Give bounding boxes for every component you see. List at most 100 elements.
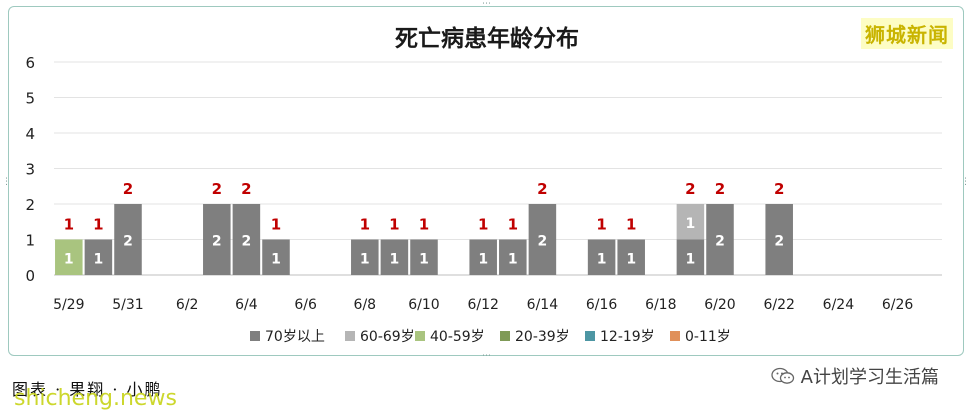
legend-item: 0-11岁 <box>670 329 731 345</box>
x-tick-label: 6/22 <box>763 297 794 313</box>
bar-segment-label: 2 <box>774 234 784 250</box>
y-tick-label: 5 <box>25 90 35 108</box>
x-tick-label: 6/26 <box>882 297 914 313</box>
bar-total-label: 1 <box>389 216 399 234</box>
x-tick-label: 5/29 <box>53 297 84 313</box>
y-tick-label: 2 <box>25 196 35 214</box>
bar-segment <box>262 239 290 275</box>
bar-segment-label: 1 <box>271 251 281 267</box>
x-tick-label: 6/8 <box>354 297 377 313</box>
bar-segment-label: 2 <box>123 234 133 250</box>
legend-label: 60-69岁 <box>360 329 415 345</box>
bar-total-label: 2 <box>685 180 695 198</box>
bar-segment-label: 2 <box>212 234 222 250</box>
legend-item: 40-59岁 <box>415 329 485 345</box>
y-tick-label: 1 <box>25 232 35 250</box>
bar-segment <box>114 204 142 275</box>
bar-segment <box>203 204 231 275</box>
y-tick-label: 4 <box>25 125 35 143</box>
bar-total-label: 1 <box>478 216 488 234</box>
x-tick-label: 6/12 <box>467 297 498 313</box>
y-tick-label: 6 <box>25 54 35 72</box>
bar-segment <box>232 204 261 275</box>
legend-swatch <box>585 331 595 341</box>
bar-segment <box>765 204 793 275</box>
legend-swatch <box>670 331 680 341</box>
x-tick-label: 6/14 <box>527 297 559 313</box>
bar-segment-label: 1 <box>478 251 488 267</box>
y-tick-label: 0 <box>25 267 35 285</box>
resize-handle-top[interactable]: ⋯ <box>482 0 491 9</box>
bar-total-label: 1 <box>419 216 429 234</box>
bar-segment-label: 2 <box>242 234 252 250</box>
y-tick-label: 3 <box>25 161 35 179</box>
legend-label: 20-39岁 <box>515 329 570 345</box>
legend-label: 0-11岁 <box>685 329 731 345</box>
bar-total-label: 1 <box>508 216 518 234</box>
bar-segment-label: 1 <box>686 251 696 267</box>
bar-segment-label: 1 <box>597 251 607 267</box>
x-tick-label: 6/24 <box>823 297 855 313</box>
legend-swatch <box>415 331 425 341</box>
bar-segment-label: 2 <box>715 234 725 250</box>
bar-segment-label: 1 <box>64 251 74 267</box>
bar-labels: 1 1 1 1 2 2 2 2 2 2 1 1 1 1 1 1 1 1 1 1 1 1 2 2 1 1 1 1 1 1 2 2 2 2 2 <box>64 180 785 267</box>
bar-segment <box>676 204 705 240</box>
bar-total-label: 1 <box>271 216 281 234</box>
bar-segment-label: 1 <box>626 251 636 267</box>
bar-segment <box>706 204 734 275</box>
bar-segment <box>410 239 438 275</box>
bar-segment <box>617 239 645 275</box>
x-tick-label: 6/18 <box>645 297 676 313</box>
legend-item: 20-39岁 <box>500 329 570 345</box>
bar-segment-label: 1 <box>360 251 370 267</box>
bar-segment <box>587 239 616 275</box>
bar-total-label: 2 <box>537 180 547 198</box>
bar-segment-label: 1 <box>94 251 104 267</box>
x-tick-label: 6/2 <box>176 297 199 313</box>
bar-total-label: 1 <box>360 216 370 234</box>
legend-label: 40-59岁 <box>430 329 485 345</box>
y-axis-ticks: 0 1 2 3 4 5 6 <box>25 54 35 285</box>
bar-total-label: 1 <box>626 216 636 234</box>
x-tick-label: 6/4 <box>235 297 258 313</box>
bar-total-label: 2 <box>123 180 133 198</box>
wechat-icon <box>771 367 794 384</box>
resize-handle-left[interactable]: ⋮ <box>2 177 11 187</box>
legend-swatch <box>250 331 260 341</box>
chart-frame <box>8 6 964 356</box>
legend-swatch <box>345 331 355 341</box>
x-tick-label: 5/31 <box>112 297 143 313</box>
legend-label: 12-19岁 <box>600 329 655 345</box>
bar-segment-label: 1 <box>686 216 696 232</box>
grid-layer <box>54 61 942 276</box>
x-axis-ticks: 5/29 5/31 6/2 6/4 6/6 6/8 6/10 6/12 6/14 6/16 6/18… <box>53 297 913 313</box>
x-tick-label: 6/16 <box>586 297 618 313</box>
resize-handle-right[interactable]: ⋮ <box>961 177 970 187</box>
bar-segment <box>676 239 705 275</box>
bar-total-label: 1 <box>93 216 103 234</box>
watermark-logo: 狮城新闻 <box>861 18 953 49</box>
bar-segment <box>380 239 409 275</box>
legend-swatch <box>500 331 510 341</box>
bar-total-label: 2 <box>715 180 725 198</box>
legend: 70岁以上 60-69岁 40-59岁 20-39岁 12-19岁 0-11岁 <box>250 329 731 345</box>
site-watermark: shicheng.news <box>14 386 177 411</box>
account-tag: A计划学习生活篇 <box>771 363 939 389</box>
legend-item: 70岁以上 <box>250 329 325 345</box>
legend-item: 60-69岁 <box>345 329 415 345</box>
bar-segment-label: 1 <box>508 251 518 267</box>
bar-segment <box>55 239 83 275</box>
x-tick-label: 6/10 <box>408 297 439 313</box>
bar-segment <box>469 239 497 275</box>
resize-handle-bottom[interactable]: ⋯ <box>482 351 491 361</box>
legend-label: 70岁以上 <box>265 329 325 345</box>
account-name: A计划学习生活篇 <box>800 367 939 388</box>
chart-title: 死亡病患年龄分布 <box>395 25 579 52</box>
bar-segment <box>84 239 113 275</box>
bar-total-label: 1 <box>64 216 74 234</box>
bar-segment <box>499 239 527 275</box>
x-tick-label: 6/20 <box>704 297 735 313</box>
bar-total-label: 2 <box>212 180 222 198</box>
